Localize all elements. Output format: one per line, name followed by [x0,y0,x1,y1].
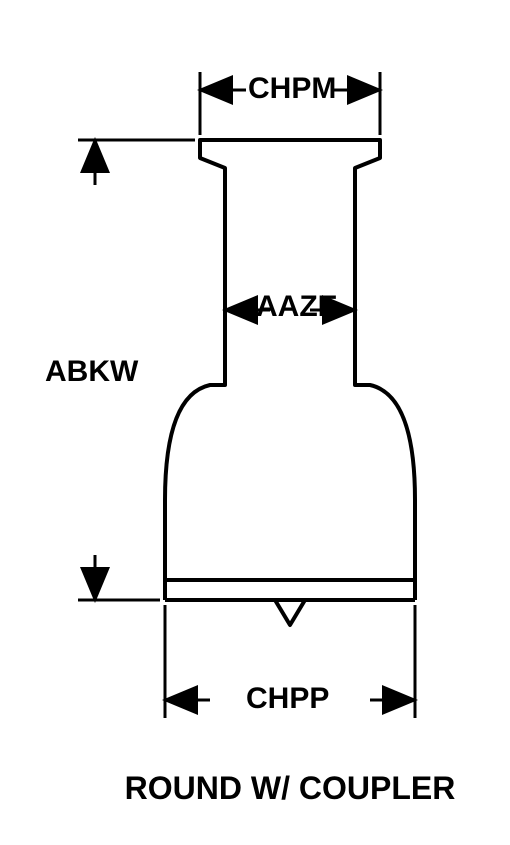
label-chpp: CHPP [246,682,329,716]
drawing-container: CHPM AAZE ABKW CHPP ROUND W/ COUPLER [0,0,510,840]
label-aaze: AAZE [256,290,338,324]
label-abkw: ABKW [45,355,138,389]
caption: ROUND W/ COUPLER [90,770,490,807]
label-chpm: CHPM [248,72,336,106]
coupler-outline [165,140,415,625]
